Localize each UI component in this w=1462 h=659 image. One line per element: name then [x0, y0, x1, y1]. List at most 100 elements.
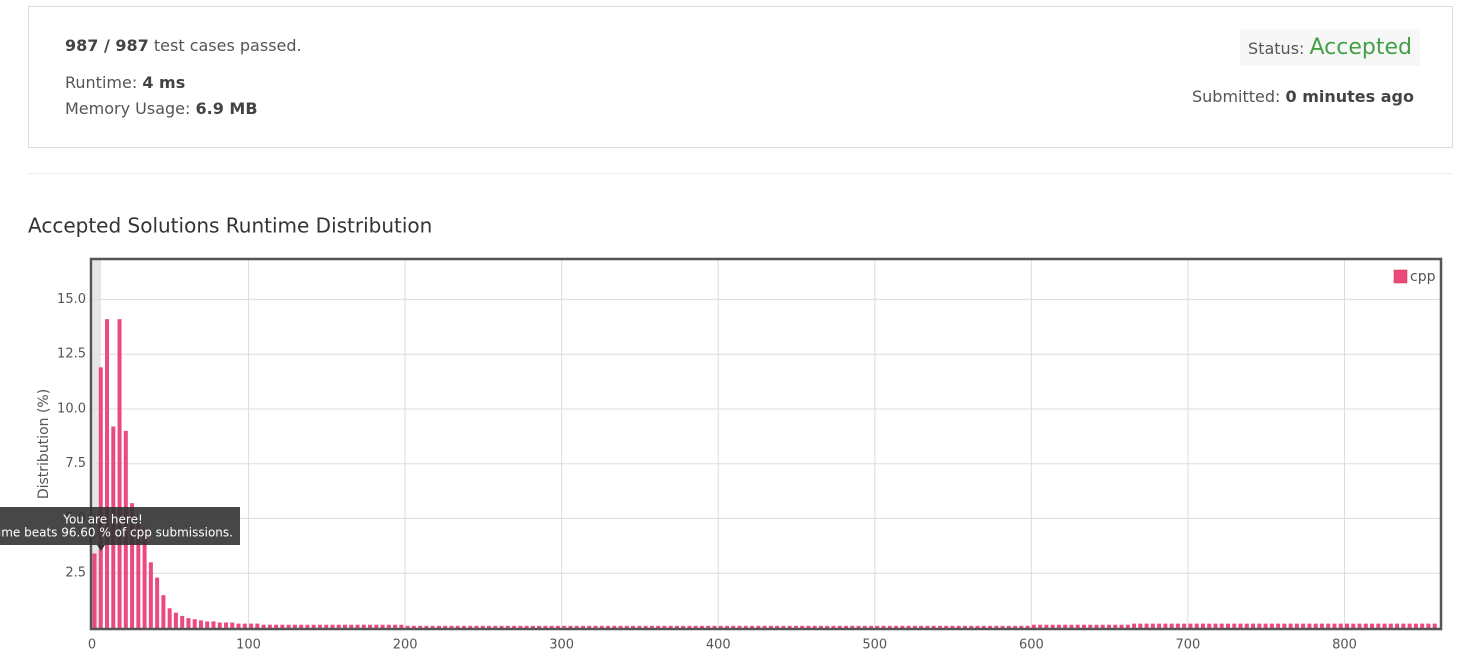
bar	[580, 625, 585, 628]
bar	[430, 625, 435, 628]
bar	[480, 625, 485, 628]
bar	[1219, 623, 1224, 628]
y-tick-label: 2.5	[65, 566, 86, 581]
status-label: Status:	[1248, 39, 1305, 58]
bar	[1175, 623, 1180, 628]
x-tick-label: 0	[88, 638, 96, 653]
bar	[487, 625, 492, 628]
bar	[242, 623, 247, 628]
bar	[236, 623, 241, 628]
bar	[1263, 623, 1268, 628]
bar	[925, 625, 930, 628]
bar	[750, 625, 755, 628]
bar	[825, 625, 830, 628]
bar	[1276, 623, 1281, 628]
bar	[418, 625, 423, 628]
legend-label: cpp	[1410, 269, 1436, 285]
cases-line: 987 / 987 test cases passed.	[65, 36, 302, 55]
bar	[1200, 623, 1205, 628]
bar	[1125, 624, 1130, 628]
bar	[850, 625, 855, 628]
bar	[292, 624, 297, 628]
bar	[342, 624, 347, 628]
x-tick-label: 600	[1019, 638, 1044, 653]
bar	[906, 625, 911, 628]
bar	[1019, 625, 1024, 628]
bar	[1182, 623, 1187, 628]
bar	[1244, 623, 1249, 628]
bar	[900, 625, 905, 628]
tooltip-text: runtime beats 96.60 % of cpp submissions…	[0, 526, 233, 540]
bar	[180, 615, 185, 628]
bar	[837, 625, 842, 628]
bar	[956, 625, 961, 628]
memory: 6.9 MB	[195, 99, 258, 118]
bar	[1044, 624, 1049, 628]
bar	[612, 625, 617, 628]
x-tick-label: 100	[236, 638, 261, 653]
bar	[449, 625, 454, 628]
bar	[1288, 623, 1293, 628]
bar	[286, 624, 291, 628]
bar	[1056, 624, 1061, 628]
bar	[656, 625, 661, 628]
bar	[299, 624, 304, 628]
bar	[587, 625, 592, 628]
bar	[1426, 623, 1431, 628]
runtime-line: Runtime: 4 ms	[65, 73, 185, 92]
bar	[499, 625, 504, 628]
y-axis-label: Distribution (%)	[36, 389, 52, 499]
memory-label: Memory Usage:	[65, 99, 191, 118]
bar	[1351, 623, 1356, 628]
bar	[1194, 623, 1199, 628]
bar	[386, 624, 391, 628]
bar	[712, 625, 717, 628]
bar	[706, 625, 711, 628]
divider	[28, 173, 1452, 174]
bar	[336, 624, 341, 628]
bar	[1207, 623, 1212, 628]
bar	[424, 625, 429, 628]
bar	[1388, 623, 1393, 628]
bar	[969, 625, 974, 628]
bar	[1307, 623, 1312, 628]
bar	[524, 625, 529, 628]
bar	[155, 577, 160, 628]
bar	[1150, 623, 1155, 628]
bar	[856, 625, 861, 628]
bar	[756, 625, 761, 628]
bar	[255, 623, 260, 628]
bar	[975, 625, 980, 628]
bar	[461, 625, 466, 628]
bar	[1257, 623, 1262, 628]
bar	[198, 620, 203, 628]
bar	[186, 618, 191, 628]
bar	[887, 625, 892, 628]
legend-swatch	[1393, 269, 1408, 284]
bar	[1069, 624, 1074, 628]
bar	[593, 625, 598, 628]
chart-title: Accepted Solutions Runtime Distribution	[28, 214, 432, 238]
bar	[330, 624, 335, 628]
bar	[919, 625, 924, 628]
bar	[1238, 623, 1243, 628]
bar	[881, 625, 886, 628]
bar	[1407, 623, 1412, 628]
bar	[937, 625, 942, 628]
bar	[217, 622, 222, 628]
bar	[549, 625, 554, 628]
bar	[1081, 624, 1086, 628]
bar	[1031, 624, 1036, 628]
bar	[537, 625, 542, 628]
bar	[317, 624, 322, 628]
bar	[1370, 623, 1375, 628]
bar	[530, 625, 535, 628]
bar	[1113, 624, 1118, 628]
bar	[474, 625, 479, 628]
bar	[505, 625, 510, 628]
bar	[543, 625, 548, 628]
bar	[1094, 624, 1099, 628]
bar	[1088, 624, 1093, 628]
bar	[173, 612, 178, 628]
